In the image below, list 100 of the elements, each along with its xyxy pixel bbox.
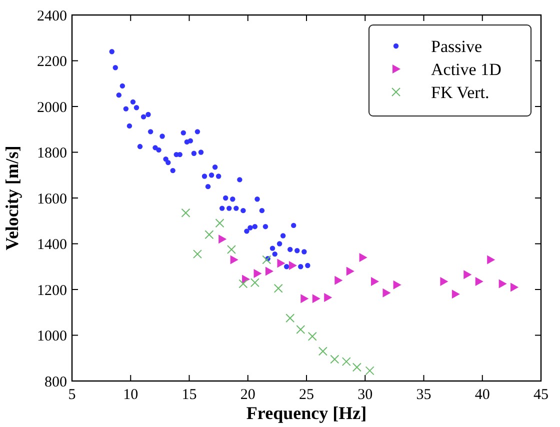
- point: [452, 290, 460, 299]
- point: [498, 279, 507, 288]
- point: [134, 105, 140, 110]
- point: [204, 230, 214, 240]
- point: [288, 260, 297, 270]
- point: [238, 279, 248, 288]
- point: [475, 276, 484, 286]
- point: [262, 255, 272, 264]
- point: [302, 249, 307, 254]
- point: [262, 224, 268, 230]
- point: [216, 174, 222, 179]
- point: [324, 293, 332, 302]
- point: [146, 112, 151, 118]
- point: [160, 134, 165, 139]
- point: [170, 168, 176, 174]
- point: [342, 357, 351, 366]
- y-tick-label: 1400: [37, 237, 67, 253]
- x-tick-label: 40: [474, 387, 490, 403]
- point: [218, 234, 227, 244]
- point: [130, 99, 136, 105]
- point: [330, 354, 340, 364]
- x-tick-label: 25: [299, 387, 314, 403]
- x-tick-label: 15: [182, 387, 197, 403]
- point: [230, 255, 238, 264]
- point: [365, 366, 374, 376]
- point: [352, 362, 362, 372]
- y-tick-label: 1000: [37, 328, 67, 344]
- point: [254, 268, 262, 278]
- point: [254, 196, 260, 202]
- point: [237, 177, 242, 182]
- point: [188, 138, 194, 144]
- point: [296, 325, 306, 334]
- x-tick-label: 30: [358, 387, 373, 403]
- point: [205, 184, 211, 190]
- point: [215, 218, 224, 228]
- point: [252, 224, 258, 230]
- point: [191, 150, 197, 156]
- y-tick-label: 2400: [37, 8, 67, 24]
- point: [274, 284, 283, 293]
- point: [318, 346, 328, 356]
- point: [308, 332, 317, 341]
- point: [148, 129, 154, 134]
- point: [140, 114, 146, 120]
- point: [226, 244, 236, 254]
- point: [223, 195, 228, 201]
- point: [244, 228, 250, 234]
- y-tick-label: 2200: [37, 54, 67, 70]
- point: [234, 206, 239, 211]
- y-tick-label: 800: [44, 374, 67, 390]
- x-tick-label: 35: [416, 387, 432, 403]
- point: [287, 246, 293, 252]
- point: [272, 251, 278, 257]
- x-tick-label: 45: [534, 387, 548, 403]
- point: [286, 314, 295, 323]
- point: [334, 276, 343, 285]
- point: [382, 288, 391, 298]
- point: [250, 278, 260, 288]
- x-tick-label: 20: [240, 387, 256, 403]
- point: [280, 233, 286, 238]
- point: [284, 264, 290, 270]
- point: [510, 282, 519, 292]
- point: [371, 276, 380, 286]
- point: [156, 147, 162, 153]
- point: [126, 123, 132, 129]
- point: [112, 65, 118, 70]
- point: [120, 83, 126, 89]
- point: [298, 264, 304, 270]
- point: [291, 222, 296, 228]
- point: [116, 92, 122, 98]
- point: [346, 266, 354, 276]
- point: [487, 255, 496, 264]
- point: [180, 130, 186, 136]
- point: [198, 150, 204, 155]
- point: [166, 160, 171, 166]
- point: [440, 276, 448, 286]
- point: [194, 129, 200, 134]
- y-tick-label: 1600: [37, 191, 67, 208]
- legend-label: Active 1D: [431, 60, 502, 79]
- point: [259, 208, 265, 214]
- point: [123, 106, 129, 112]
- legend-label: Passive: [431, 36, 482, 56]
- point: [208, 172, 214, 178]
- point: [202, 174, 208, 179]
- y-tick-label: 1200: [37, 282, 67, 299]
- y-tick-label: 2000: [37, 100, 67, 116]
- y-axis-title: Velocity [m/s]: [2, 146, 22, 250]
- point: [305, 262, 310, 268]
- legend-label: FK Vert.: [431, 82, 490, 102]
- point: [109, 49, 114, 54]
- point: [212, 164, 218, 170]
- point: [226, 206, 232, 211]
- point: [137, 144, 143, 150]
- x-tick-label: 5: [68, 387, 76, 403]
- point: [312, 294, 320, 304]
- point: [219, 206, 225, 211]
- point: [393, 280, 402, 290]
- point: [230, 196, 236, 202]
- point: [270, 246, 276, 251]
- point: [181, 208, 190, 218]
- point: [294, 248, 300, 254]
